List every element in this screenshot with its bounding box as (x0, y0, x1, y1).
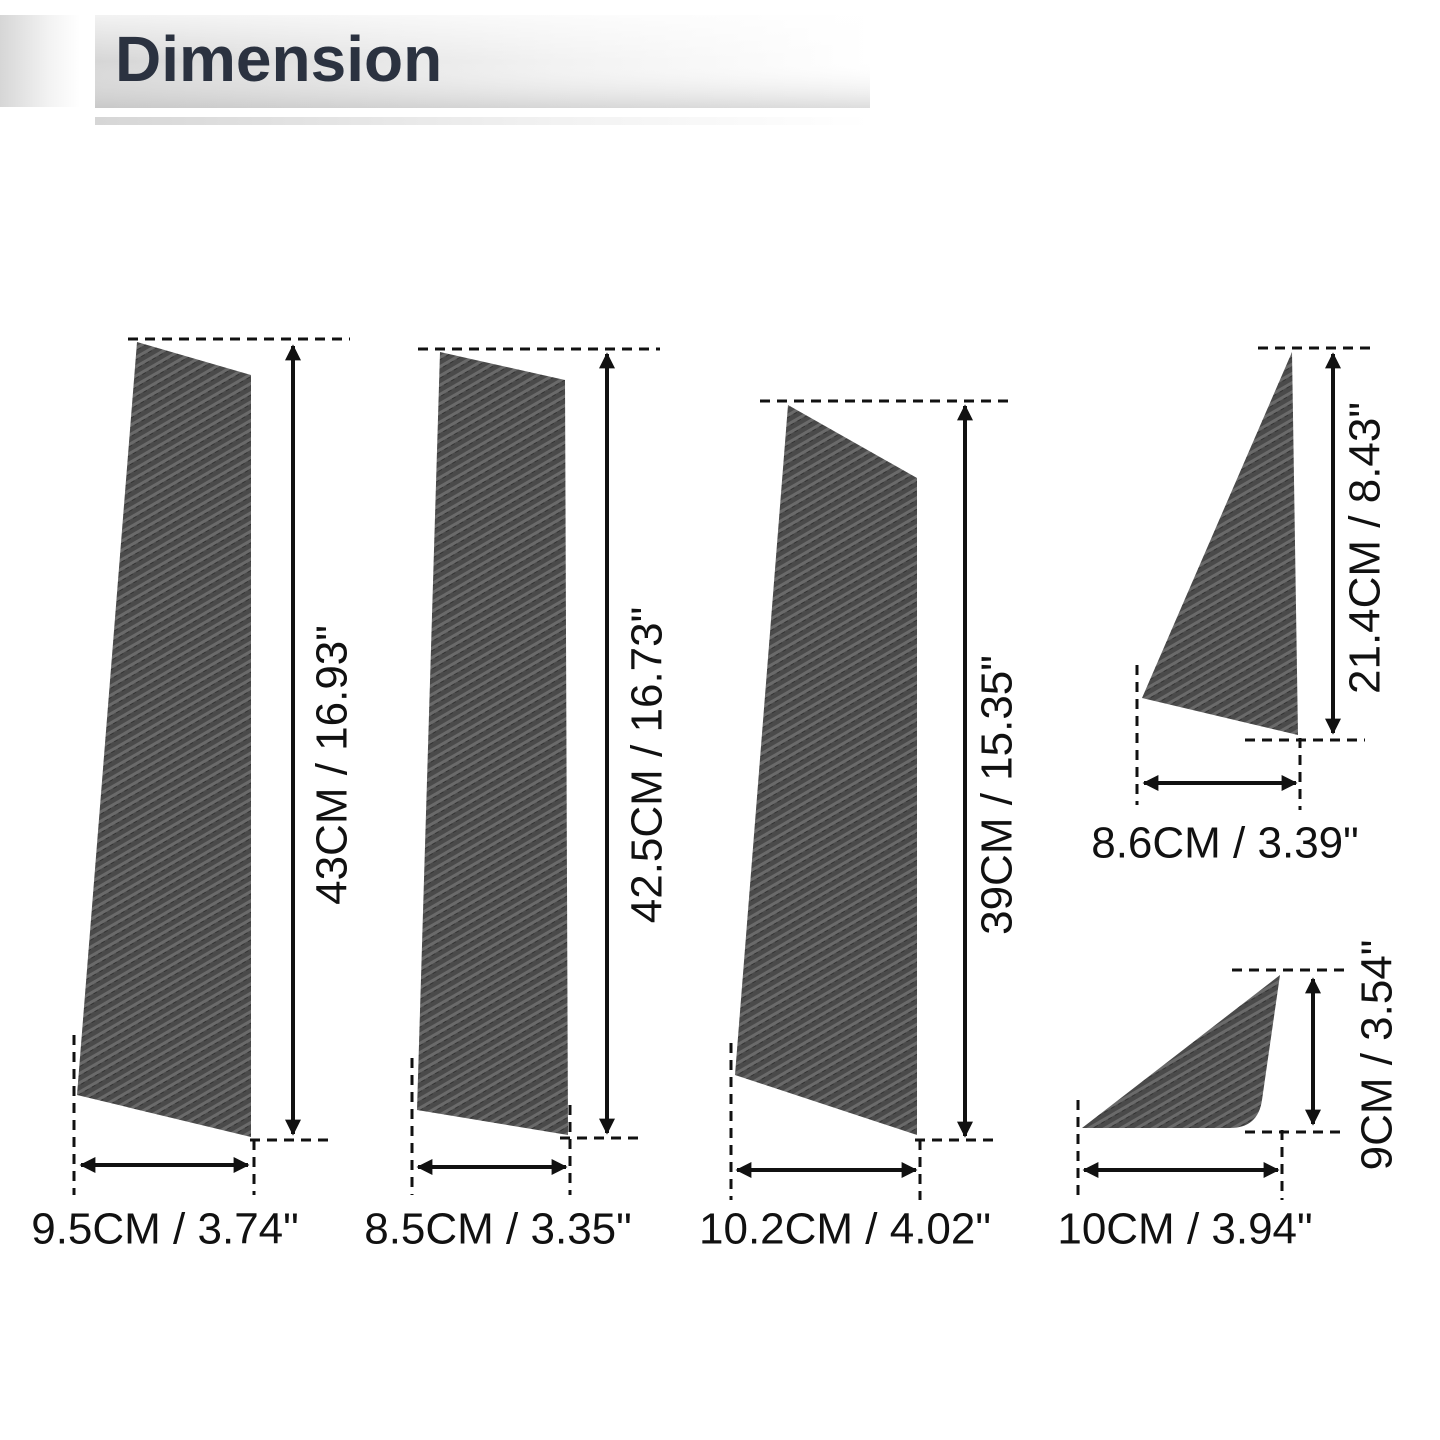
piece-4: 21.4CM / 8.43" 8.6CM / 3.39" (1091, 346, 1390, 868)
part-shape (1082, 975, 1280, 1128)
piece-3: 39CM / 15.35" 10.2CM / 4.02" (699, 399, 1022, 1254)
height-label: 21.4CM / 8.43" (1341, 402, 1390, 694)
header-block (0, 15, 80, 107)
header: Dimension (0, 15, 870, 125)
header-title: Dimension (115, 23, 442, 95)
header-shade (95, 15, 870, 108)
guide-lines (410, 347, 660, 1195)
width-label: 10CM / 3.94" (1057, 1205, 1312, 1254)
height-label: 9CM / 3.54" (1353, 940, 1402, 1171)
part-shape (77, 342, 251, 1137)
guide-lines (1076, 968, 1345, 1200)
part-shape (417, 352, 568, 1135)
part-shape (735, 405, 917, 1135)
piece-2: 42.5CM / 16.73" 8.5CM / 3.35" (364, 347, 672, 1254)
width-label: 8.6CM / 3.39" (1091, 819, 1359, 868)
piece-1: 43CM / 16.93" 9.5CM / 3.74" (31, 337, 357, 1254)
header-underline (95, 117, 870, 125)
guide-lines (729, 399, 1015, 1200)
height-label: 43CM / 16.93" (308, 625, 357, 905)
piece-5: 9CM / 3.54" 10CM / 3.94" (1057, 940, 1401, 1254)
height-label: 42.5CM / 16.73" (623, 607, 672, 923)
guide-lines (1135, 346, 1375, 810)
guide-lines (72, 337, 350, 1195)
part-shape (1142, 352, 1298, 735)
width-label: 8.5CM / 3.35" (364, 1205, 632, 1254)
height-label: 39CM / 15.35" (973, 655, 1022, 935)
width-label: 9.5CM / 3.74" (31, 1205, 299, 1254)
width-label: 10.2CM / 4.02" (699, 1205, 991, 1254)
